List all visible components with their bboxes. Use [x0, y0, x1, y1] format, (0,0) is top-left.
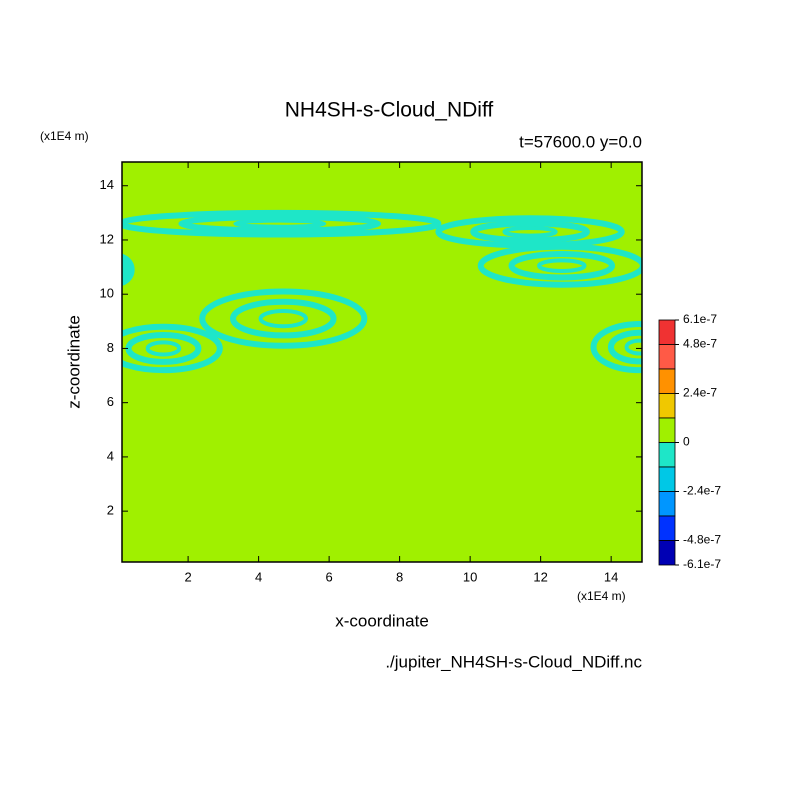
x-tick-label: 10 — [463, 569, 477, 584]
x-tick-label: 4 — [255, 569, 262, 584]
colorbar-box — [658, 442, 676, 468]
x-tick-label: 6 — [326, 569, 333, 584]
colorbar-label: 4.8e-7 — [683, 337, 717, 351]
x-tick-label: 12 — [533, 569, 547, 584]
colorbar-box — [658, 368, 676, 394]
chart-subtitle: t=57600.0 y=0.0 — [519, 132, 642, 151]
y-tick-label: 12 — [100, 231, 114, 246]
colorbar-label: -6.1e-7 — [683, 557, 721, 571]
x-tick-label: 2 — [184, 569, 191, 584]
cloud-contour — [624, 338, 642, 356]
cloud-contour — [122, 209, 442, 238]
chart-title: NH4SH-s-Cloud_NDiff — [285, 99, 494, 122]
y-tick-label: 2 — [107, 503, 114, 518]
colorbar-box — [658, 344, 676, 370]
cloud-contour — [470, 220, 590, 244]
cloud-contour — [178, 213, 382, 234]
cloud-contour — [199, 288, 368, 349]
cloud-contour — [477, 243, 642, 288]
cloud-contour — [122, 253, 135, 286]
cloud-contour — [590, 321, 642, 374]
cloud-contour — [230, 298, 337, 339]
colorbar-box — [658, 319, 676, 345]
x-unit: (x1E4 m) — [577, 589, 626, 603]
y-tick-label: 14 — [100, 177, 114, 192]
x-axis-label: x-coordinate — [335, 611, 429, 630]
colorbar-label: 6.1e-7 — [683, 312, 717, 326]
colorbar-label: -4.8e-7 — [683, 533, 721, 547]
cloud-contour — [233, 218, 327, 229]
colorbar-label: 2.4e-7 — [683, 386, 717, 400]
colorbar-label: -2.4e-7 — [683, 484, 721, 498]
cloud-contour — [125, 331, 202, 365]
x-tick-label: 8 — [396, 569, 403, 584]
cloud-contour — [122, 323, 223, 374]
x-tick-label: 14 — [604, 569, 618, 584]
colorbar-box — [658, 491, 676, 517]
field — [122, 162, 642, 562]
colorbar-box — [658, 515, 676, 541]
colorbar-label: 0 — [683, 435, 690, 449]
cloud-contour — [502, 226, 558, 238]
cloud-contour — [607, 329, 642, 365]
cloud-contour — [122, 259, 130, 281]
y-unit: (x1E4 m) — [40, 129, 89, 143]
y-tick-label: 8 — [107, 340, 114, 355]
y-tick-label: 6 — [107, 394, 114, 409]
y-tick-label: 4 — [107, 448, 114, 463]
colorbar-box — [658, 393, 676, 419]
y-axis-label: z-coordinate — [64, 315, 83, 409]
colorbar-box — [658, 466, 676, 492]
colorbar-box — [658, 417, 676, 443]
axes: 2 4 6 8 10 12 14 2 4 6 8 10 12 14 6.1e-7 4.8e-7 2.4e-7 0 -… — [100, 161, 721, 584]
cloud-contour — [258, 309, 308, 329]
source-label: ./jupiter_NH4SH-s-Cloud_NDiff.nc — [385, 652, 642, 671]
colorbar-box — [658, 540, 676, 566]
y-tick-label: 10 — [100, 286, 114, 301]
cloud-contour — [508, 250, 616, 281]
cloud-contour — [145, 340, 182, 357]
plot-frame — [121, 161, 643, 563]
cloud-contour — [537, 258, 587, 274]
